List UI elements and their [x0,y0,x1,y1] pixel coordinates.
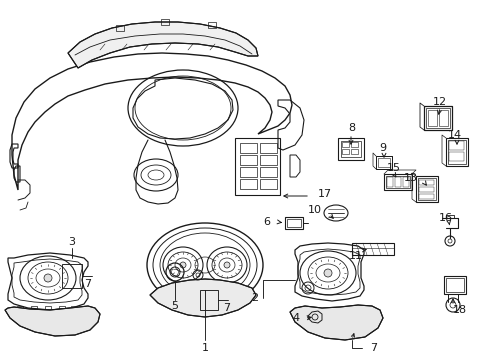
Circle shape [180,262,186,268]
Bar [71,306,77,311]
Bar [419,180,434,185]
Text: 4: 4 [293,313,300,323]
Text: 9: 9 [379,143,387,153]
Text: 14: 14 [448,130,462,140]
Text: 8: 8 [348,123,356,133]
Bar [260,143,277,153]
Bar [448,140,466,164]
Text: 15: 15 [387,163,401,173]
Bar [387,177,393,187]
Text: 10: 10 [308,205,322,215]
Bar [342,142,349,147]
Bar [386,176,410,188]
Bar [444,276,466,294]
Bar [416,176,438,202]
Bar [45,306,51,311]
Bar [62,264,82,288]
Text: 6: 6 [263,217,270,227]
Bar [351,142,358,147]
Bar [285,217,303,229]
Bar [338,138,364,160]
Polygon shape [290,305,383,340]
Text: 7: 7 [84,279,92,289]
Bar [59,306,65,311]
Text: 7: 7 [223,303,231,313]
Bar [403,177,409,187]
Bar [419,194,434,199]
Bar [426,108,450,128]
Circle shape [44,274,52,282]
Bar [208,22,216,28]
Text: 12: 12 [433,97,447,107]
Bar [418,178,436,200]
Bar [376,156,392,169]
Bar [446,138,468,166]
Bar [161,19,169,25]
Bar [449,141,464,150]
Bar [419,187,434,192]
Bar [439,110,448,126]
Bar [200,290,218,310]
Text: 13: 13 [404,173,418,183]
Bar [351,149,358,154]
Bar [116,25,124,31]
Circle shape [324,269,332,277]
Text: 3: 3 [69,237,75,247]
Bar [342,149,349,154]
Bar [287,219,301,227]
Polygon shape [150,279,256,317]
Bar [424,106,452,130]
Text: 1: 1 [201,343,209,353]
Text: 18: 18 [453,305,467,315]
Bar [240,143,257,153]
Bar [341,141,361,157]
Polygon shape [5,306,100,336]
Polygon shape [68,22,258,68]
Bar [17,306,23,311]
Circle shape [224,262,230,268]
Text: 5: 5 [172,301,178,311]
Text: 17: 17 [318,189,332,199]
Text: 11: 11 [349,251,363,261]
Bar [384,174,412,190]
Text: 2: 2 [251,293,258,303]
Bar [240,179,257,189]
Bar [240,167,257,177]
Text: 7: 7 [370,343,377,353]
Bar [352,243,394,255]
Bar [446,278,464,292]
Bar [378,158,390,167]
Bar [260,167,277,177]
Bar [240,155,257,165]
Text: 16: 16 [439,213,453,223]
Bar [395,177,401,187]
Bar [260,155,277,165]
Bar [449,152,464,161]
Bar [260,179,277,189]
Bar [31,306,37,311]
Bar [428,110,437,126]
